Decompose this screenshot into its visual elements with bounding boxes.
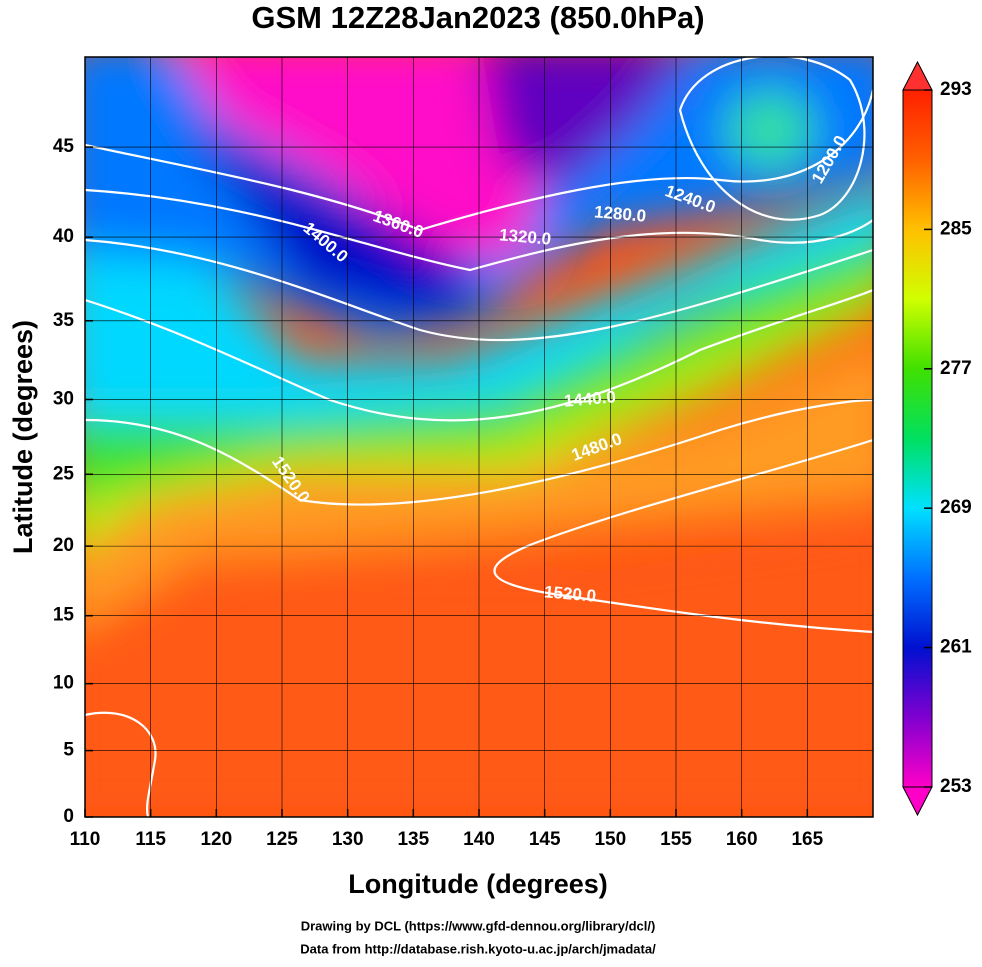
colorbar-tick-label: 285 [940, 218, 972, 239]
contour-label: 1320.0 [498, 225, 551, 248]
field [85, 57, 873, 817]
contours [85, 57, 873, 817]
chart-title: GSM 12Z28Jan2023 (850.0hPa) [251, 0, 704, 35]
x-tick-label: 125 [266, 829, 298, 850]
colorbar-tick-label: 261 [940, 637, 972, 658]
y-tick-label: 30 [53, 388, 74, 409]
y-tick-label: 10 [53, 673, 74, 694]
contour-label: 1520.0 [543, 582, 596, 605]
x-tick-label: 145 [529, 829, 561, 850]
x-tick-label: 120 [200, 829, 232, 850]
y-axis-label: Latitude (degrees) [8, 320, 38, 554]
x-tick-label: 110 [70, 829, 101, 850]
colorbar-extend [902, 60, 933, 91]
y-tick-label: 20 [53, 535, 74, 556]
contour-label: 1440.0 [563, 387, 616, 410]
y-tick-label: 25 [53, 463, 75, 484]
x-tick-label: 160 [726, 829, 758, 850]
x-tick-label: 155 [660, 829, 692, 850]
y-tick-label: 40 [53, 226, 74, 247]
y-tick-label: 35 [53, 310, 75, 331]
y-tick-label: 15 [53, 605, 75, 626]
x-tick-label: 140 [463, 829, 495, 850]
colorbar-tick-label: 293 [940, 79, 972, 100]
y-tick-label: 0 [63, 806, 74, 827]
x-tick-label: 130 [332, 829, 364, 850]
x-tick-label: 165 [791, 829, 823, 850]
colorbar [902, 89, 933, 788]
x-axis-label: Longitude (degrees) [348, 869, 608, 899]
contour-label: 1280.0 [593, 202, 646, 225]
y-tick-label: 45 [53, 136, 75, 157]
colorbar-tick-label: 253 [940, 776, 972, 797]
y-tick-label: 5 [63, 740, 74, 761]
colorbar-tick-label: 277 [940, 358, 972, 379]
colorbar-extend [902, 786, 933, 817]
colorbar-tick-label: 269 [940, 497, 972, 518]
x-tick-label: 135 [397, 829, 429, 850]
x-tick-label: 150 [594, 829, 626, 850]
credit: Data from http://database.rish.kyoto-u.a… [300, 941, 656, 956]
credit: Drawing by DCL (https://www.gfd-dennou.o… [301, 918, 656, 933]
x-tick-label: 115 [135, 829, 166, 850]
